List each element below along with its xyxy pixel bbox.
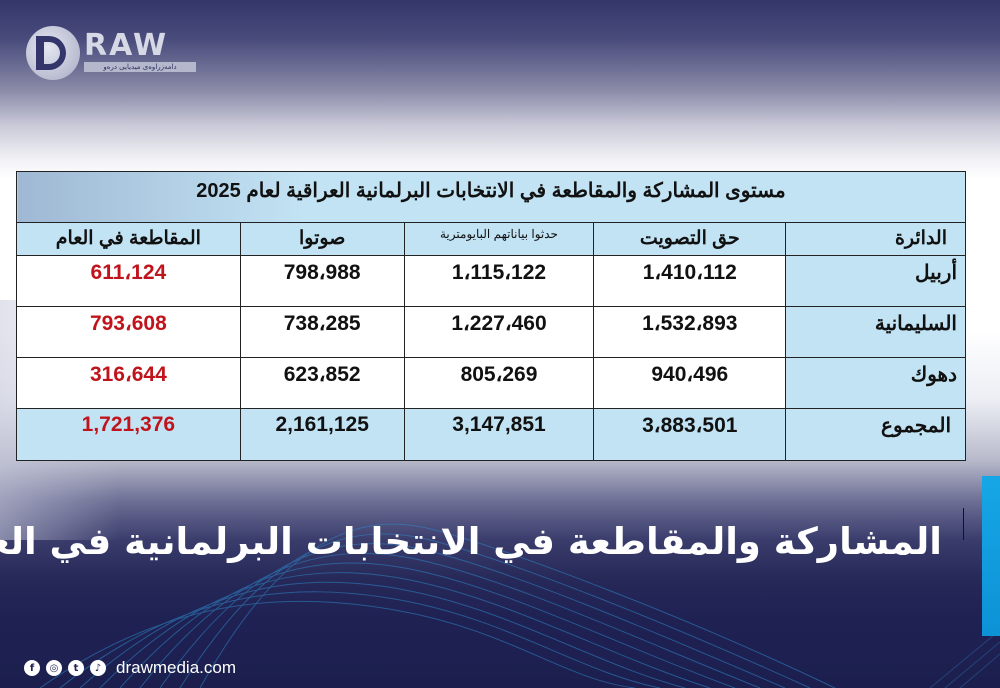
accent-bar	[982, 476, 1000, 636]
facebook-icon[interactable]: f	[24, 660, 40, 676]
table-row: السليمانية 1،532،893 1،227،460 738،285 7…	[16, 306, 966, 358]
logo-d-mark	[36, 36, 66, 70]
headline: المشاركة والمقاطعة في الانتخابات البرلما…	[0, 520, 942, 563]
logo-wordmark: RAW	[84, 28, 169, 63]
header-boycott: المقاطعة في العام	[16, 222, 241, 256]
cell-total-boycott: 1,721,376	[16, 408, 241, 461]
cell-biometric: 1،227،460	[403, 306, 595, 358]
cell-region: أربيل	[785, 255, 966, 307]
footer: f ◎ t ♪ drawmedia.com	[24, 657, 236, 679]
header-biometric: حدثوا بياناتهم البايومترية	[403, 222, 595, 256]
header-eligible: حق التصويت	[593, 222, 787, 256]
table-total-row: المجموع 3،883،501 3,147,851 2,161,125 1,…	[16, 408, 966, 461]
election-table: مستوى المشاركة والمقاطعة في الانتخابات ا…	[16, 171, 966, 461]
table-title-row: مستوى المشاركة والمقاطعة في الانتخابات ا…	[16, 171, 966, 223]
cell-biometric: 1،115،122	[403, 255, 595, 307]
header-region: الدائرة	[785, 222, 966, 256]
cell-total-biometric: 3,147,851	[403, 408, 595, 461]
cell-biometric: 805،269	[403, 357, 595, 409]
cell-region: السليمانية	[785, 306, 966, 358]
cell-boycott: 611،124	[16, 255, 241, 307]
cell-total-label: المجموع	[785, 408, 966, 461]
cell-boycott: 793،608	[16, 306, 241, 358]
cell-eligible: 1،532،893	[593, 306, 787, 358]
tiktok-icon[interactable]: ♪	[90, 660, 106, 676]
twitter-icon[interactable]: t	[68, 660, 84, 676]
headline-divider	[963, 508, 964, 540]
table-title: مستوى المشاركة والمقاطعة في الانتخابات ا…	[16, 171, 966, 223]
cell-region: دهوك	[785, 357, 966, 409]
instagram-icon[interactable]: ◎	[46, 660, 62, 676]
cell-voted: 798،988	[239, 255, 405, 307]
draw-logo: RAW دامەزراوەی میدیایی درەو	[26, 22, 196, 84]
website-link[interactable]: drawmedia.com	[116, 658, 236, 677]
table-header-row: الدائرة حق التصويت حدثوا بياناتهم البايو…	[16, 222, 966, 256]
cell-boycott: 316،644	[16, 357, 241, 409]
table-row: دهوك 940،496 805،269 623،852 316،644	[16, 357, 966, 409]
logo-tagline: دامەزراوەی میدیایی درەو	[84, 62, 196, 72]
cell-eligible: 940،496	[593, 357, 787, 409]
cell-voted: 738،285	[239, 306, 405, 358]
cell-total-voted: 2,161,125	[239, 408, 405, 461]
cell-voted: 623،852	[239, 357, 405, 409]
header-voted: صوتوا	[239, 222, 405, 256]
cell-total-eligible: 3،883،501	[593, 408, 787, 461]
table-row: أربيل 1،410،112 1،115،122 798،988 611،12…	[16, 255, 966, 307]
decorative-waves	[39, 523, 1000, 688]
cell-eligible: 1،410،112	[593, 255, 787, 307]
